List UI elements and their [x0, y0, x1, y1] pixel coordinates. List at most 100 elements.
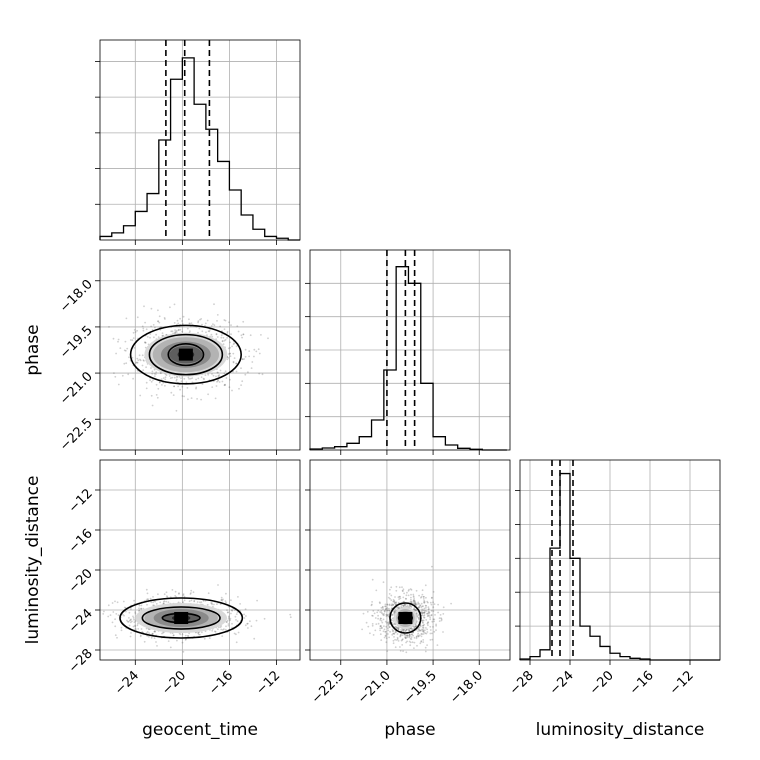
- sample-point: [155, 333, 158, 336]
- sample-point: [153, 372, 156, 375]
- sample-point: [183, 377, 186, 380]
- sample-point: [134, 625, 137, 628]
- sample-point: [379, 619, 382, 621]
- sample-point: [371, 603, 373, 606]
- sample-point: [430, 609, 433, 612]
- sample-point: [421, 608, 423, 611]
- sample-point: [208, 637, 211, 639]
- sample-point: [397, 606, 399, 609]
- sample-point: [421, 611, 424, 614]
- sample-point: [229, 352, 232, 355]
- sample-point: [156, 645, 158, 647]
- sample-point: [227, 353, 230, 355]
- sample-point: [362, 612, 365, 615]
- sample-point: [380, 606, 383, 609]
- sample-point: [170, 330, 173, 333]
- sample-point: [388, 621, 391, 624]
- sample-point: [145, 632, 148, 634]
- sample-point: [404, 630, 407, 632]
- sample-point: [418, 618, 420, 621]
- sample-point: [405, 594, 408, 597]
- sample-point: [243, 358, 246, 360]
- sample-point: [388, 623, 390, 625]
- sample-point: [426, 644, 428, 646]
- sample-point: [257, 348, 260, 351]
- sample-point: [438, 617, 441, 620]
- sample-point: [218, 381, 221, 383]
- sample-point: [417, 630, 419, 632]
- sample-point: [258, 372, 261, 375]
- sample-point: [223, 319, 226, 321]
- x-tick-label: −16: [627, 668, 657, 698]
- sample-point: [385, 637, 388, 640]
- sample-point: [403, 600, 406, 603]
- sample-point: [207, 592, 210, 595]
- sample-point: [421, 605, 424, 608]
- sample-point: [413, 627, 416, 630]
- sample-point: [137, 359, 140, 362]
- sample-point: [128, 611, 131, 614]
- sample-point: [427, 621, 430, 624]
- sample-point: [372, 610, 375, 612]
- scatter-panel-geocent_time-phase: [99, 249, 301, 451]
- sample-point: [404, 636, 407, 639]
- sample-point: [180, 377, 182, 379]
- sample-point: [393, 622, 395, 624]
- sample-point: [410, 600, 413, 603]
- sample-point: [406, 634, 409, 637]
- sample-point: [241, 358, 244, 361]
- sample-point: [386, 603, 389, 606]
- sample-point: [188, 632, 191, 635]
- sample-point: [148, 632, 151, 634]
- sample-point: [197, 631, 200, 634]
- sample-point: [429, 616, 431, 619]
- sample-point: [219, 626, 222, 628]
- sample-point: [215, 385, 218, 387]
- sample-point: [139, 635, 142, 638]
- sample-point: [253, 355, 255, 358]
- sample-point: [224, 600, 227, 602]
- sample-point: [233, 357, 236, 359]
- sample-point: [423, 607, 426, 610]
- sample-point: [427, 621, 429, 624]
- sample-point: [425, 606, 427, 609]
- sample-point: [211, 373, 213, 375]
- sample-point: [412, 599, 415, 602]
- sample-point: [403, 604, 405, 607]
- sample-point: [246, 622, 249, 625]
- sample-point: [150, 394, 153, 397]
- sample-point: [432, 618, 435, 621]
- sample-point: [411, 641, 414, 644]
- sample-point: [210, 325, 213, 327]
- sample-point: [221, 629, 224, 631]
- sample-point: [181, 320, 184, 322]
- sample-point: [380, 627, 383, 629]
- sample-point: [153, 630, 156, 633]
- sample-point: [417, 606, 420, 609]
- y-tick-label: −21.0: [57, 369, 96, 408]
- sample-point: [426, 612, 429, 615]
- y-axis-label-luminosity_distance: luminosity_distance: [23, 476, 43, 645]
- sample-point: [164, 378, 167, 381]
- sample-point: [229, 619, 232, 622]
- sample-point: [181, 395, 184, 397]
- sample-point: [405, 629, 408, 632]
- sample-point: [150, 367, 152, 369]
- sample-point: [399, 634, 402, 637]
- sample-point: [383, 614, 385, 617]
- sample-point: [421, 612, 423, 615]
- sample-point: [387, 623, 390, 626]
- histogram-steps: [99, 57, 300, 241]
- sample-point: [401, 629, 404, 632]
- sample-point: [390, 594, 393, 597]
- sample-point: [102, 613, 105, 615]
- histogram-phase: [305, 249, 511, 451]
- sample-point: [137, 628, 140, 630]
- sample-point: [142, 607, 145, 610]
- sample-point: [190, 599, 193, 602]
- scatter-panel-phase-luminosity_distance: [309, 459, 511, 661]
- sample-point: [226, 611, 229, 614]
- sample-point: [163, 600, 166, 602]
- sample-point: [389, 630, 391, 633]
- sample-point: [417, 603, 419, 605]
